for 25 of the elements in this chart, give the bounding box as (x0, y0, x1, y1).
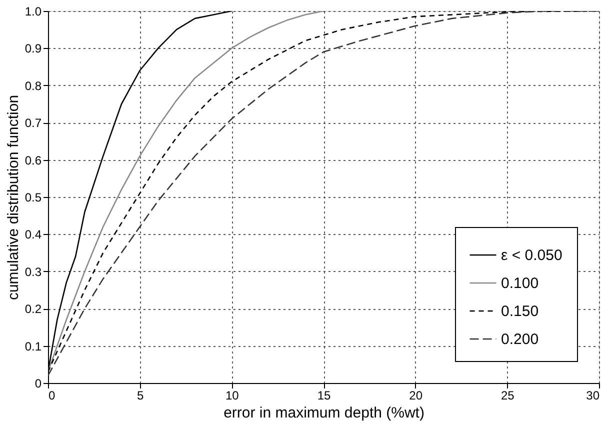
line-series (48, 11, 324, 372)
legend-label: 0.150 (501, 303, 539, 320)
x-tick-label: 20 (409, 388, 423, 402)
legend-label: ε < 0.050 (501, 247, 562, 264)
x-tick-label: 10 (225, 388, 240, 402)
legend-label: 0.200 (501, 331, 539, 348)
legend-label: 0.100 (501, 275, 539, 292)
y-tick-label: 1.0 (24, 4, 42, 18)
x-tick-label: 30 (586, 388, 600, 402)
x-tick-label: 0 (48, 388, 56, 402)
y-tick-label: 0.9 (24, 42, 42, 56)
y-tick-label: 0.2 (24, 302, 42, 316)
x-tick-label: 5 (136, 388, 144, 402)
y-tick-label: 0.7 (24, 116, 42, 130)
y-tick-label: 0.8 (24, 78, 42, 93)
x-tick-label: 25 (500, 388, 515, 402)
y-tick-label: 0.5 (24, 190, 42, 204)
x-tick-label: 15 (317, 388, 331, 402)
x-axis-title: error in maximum depth (%wt) (224, 404, 424, 422)
y-tick-label: 0.6 (24, 153, 42, 168)
y-axis-title: cumulative distribution function (4, 94, 22, 300)
y-tick-label: 0.3 (24, 264, 42, 279)
y-tick-label: 0.1 (24, 339, 42, 354)
y-tick-label: 0 (34, 376, 42, 390)
y-tick-label: 0.4 (24, 228, 42, 242)
